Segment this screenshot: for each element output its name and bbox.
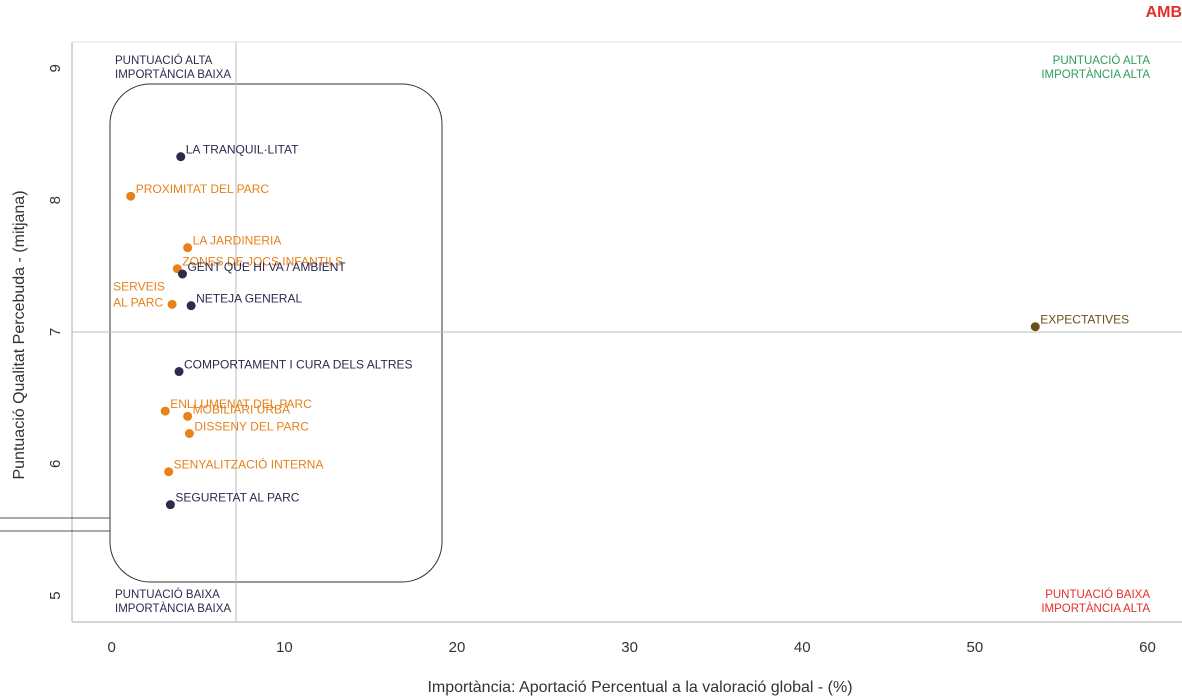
- cluster-highlight-rect: [109, 83, 443, 583]
- data-point-label: SERVEIS: [113, 279, 165, 293]
- quadrant-label-bottom-right-line2: IMPORTÀNCIA ALTA: [1041, 602, 1150, 615]
- x-tick-label: 20: [449, 639, 466, 656]
- x-tick-label: 30: [621, 639, 638, 656]
- data-point-label: PROXIMITAT DEL PARC: [136, 182, 270, 196]
- data-point-label: MOBILIARI URBÀ: [193, 401, 290, 416]
- x-tick-label: 10: [276, 639, 293, 656]
- y-tick-label: 8: [47, 196, 64, 204]
- quadrant-label-top-right-line2: IMPORTÀNCIA ALTA: [1041, 68, 1150, 81]
- data-point: [165, 500, 175, 510]
- data-point-label: LA TRANQUIL·LITAT: [186, 143, 299, 157]
- reference-lines: [72, 42, 1182, 622]
- x-tick-label: 60: [1139, 639, 1156, 656]
- cluster-highlight-box: [0, 83, 443, 583]
- data-point-label: DISSENY DEL PARC: [194, 420, 309, 434]
- axis-ticks: 0 10 20 30 40 50 60 5 6 7 8 9: [47, 64, 1156, 656]
- y-tick-label: 5: [47, 591, 64, 599]
- y-tick-label: 9: [47, 64, 64, 72]
- quadrant-label-bottom-right-line1: PUNTUACIÓ BAIXA: [1045, 588, 1150, 601]
- data-point: [184, 429, 194, 438]
- data-point: [183, 411, 193, 421]
- data-point: [160, 406, 170, 416]
- data-point-label: EXPECTATIVES: [1040, 313, 1129, 327]
- data-point: [167, 299, 177, 309]
- quadrant-label-top-right-line1: PUNTUACIÓ ALTA: [1053, 54, 1151, 67]
- x-tick-label: 50: [967, 639, 984, 656]
- data-points: LA TRANQUIL·LITAT PROXIMITAT DEL PARC LA J…: [113, 143, 1129, 510]
- quadrant-label-bottom-left-line1: PUNTUACIÓ BAIXA: [115, 588, 220, 601]
- data-point: [177, 269, 187, 279]
- data-point: [174, 367, 184, 377]
- quadrant-label-bottom-left-line2: IMPORTÀNCIA BAIXA: [115, 602, 231, 615]
- x-axis-label: Importància: Aportació Percentual a la v…: [427, 679, 852, 696]
- data-point-label: GENT QUE HI VA / AMBIENT: [187, 260, 346, 274]
- data-point-label: SEGURETAT AL PARC: [175, 491, 299, 505]
- quadrant-label-top-left-line2: IMPORTÀNCIA BAIXA: [115, 68, 231, 81]
- y-tick-label: 7: [47, 328, 64, 336]
- y-axis-label: Puntuació Qualitat Percebuda - (mitjana): [11, 190, 28, 479]
- data-point-label: ENLLUMENAT DEL PARC: [170, 397, 312, 411]
- x-tick-label: 40: [794, 639, 811, 656]
- quadrant-label-top-left-line1: PUNTUACIÓ ALTA: [115, 54, 213, 67]
- data-point-label: SENYALITZACIÓ INTERNA: [174, 457, 324, 472]
- corner-title: AMB: [1145, 4, 1182, 21]
- data-point: [183, 243, 193, 253]
- data-point-label: ZONES DE JOCS INFANTILS: [182, 255, 343, 269]
- data-point: [164, 467, 174, 477]
- data-point: [1030, 322, 1040, 332]
- data-point-label: COMPORTAMENT I CURA DELS ALTRES: [184, 358, 412, 372]
- y-tick-label: 6: [47, 460, 64, 468]
- data-point-label: LA JARDINERIA: [193, 234, 282, 248]
- data-point-label: AL PARC: [113, 295, 163, 309]
- data-point-label: NETEJA GENERAL: [196, 292, 302, 306]
- data-point: [126, 191, 136, 201]
- data-point: [186, 301, 196, 311]
- x-tick-label: 0: [108, 639, 116, 656]
- data-point: [176, 152, 186, 162]
